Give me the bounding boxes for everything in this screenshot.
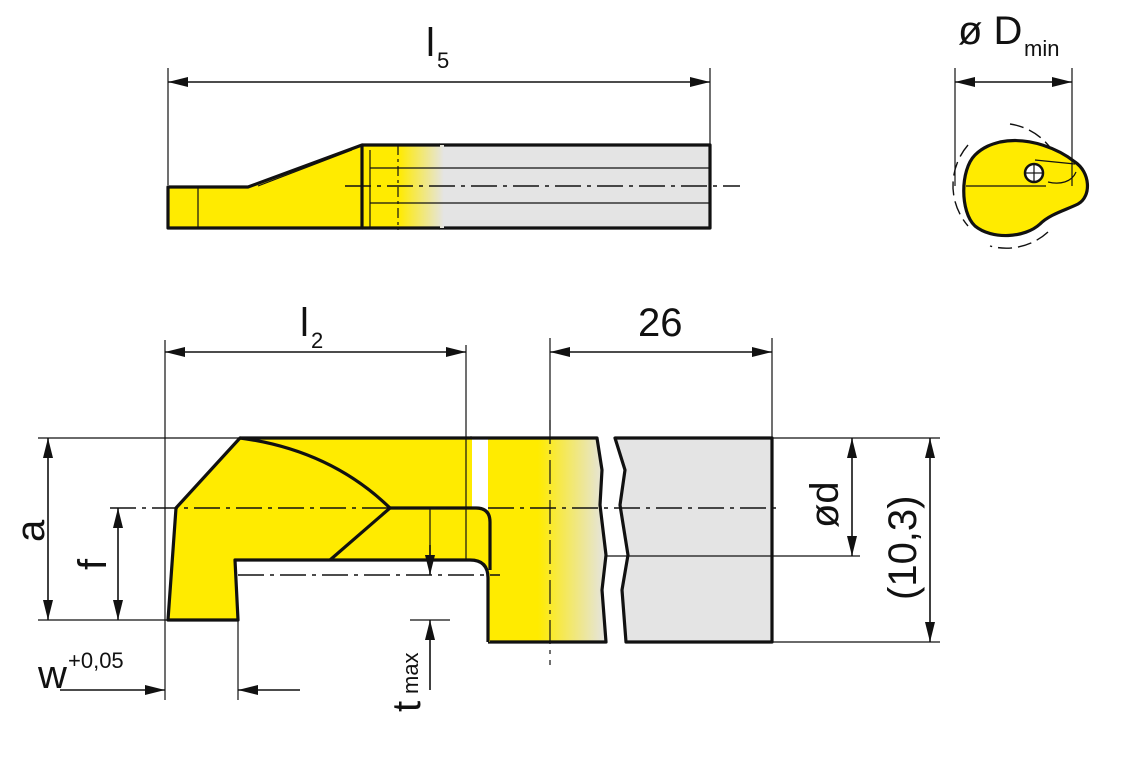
label-a: a bbox=[9, 519, 53, 542]
label-dmin: ø D bbox=[958, 9, 1022, 53]
end-view: ø D min bbox=[952, 9, 1089, 249]
label-26: 26 bbox=[638, 301, 683, 345]
side-shank bbox=[613, 436, 774, 644]
label-l2-sub: 2 bbox=[311, 328, 323, 353]
side-cutting-part bbox=[168, 438, 490, 642]
label-10-3: (10,3) bbox=[881, 496, 925, 601]
label-f: f bbox=[71, 558, 115, 570]
label-w: w bbox=[37, 653, 67, 697]
label-od: ød bbox=[803, 481, 847, 528]
label-tmax: t bbox=[385, 701, 429, 712]
label-dmin-sub: min bbox=[1024, 36, 1059, 61]
side-transition bbox=[470, 438, 606, 642]
side-view: l 2 26 a f t max w +0,05 ød (1 bbox=[9, 301, 940, 712]
label-w-tolerance: +0,05 bbox=[68, 648, 124, 673]
label-tmax-sub: max bbox=[398, 652, 423, 694]
top-view: l 5 bbox=[166, 21, 740, 230]
label-l5-sub: 5 bbox=[437, 48, 449, 73]
end-view-profile bbox=[962, 139, 1089, 238]
label-l5: l bbox=[426, 21, 435, 65]
label-l2: l bbox=[300, 301, 309, 345]
